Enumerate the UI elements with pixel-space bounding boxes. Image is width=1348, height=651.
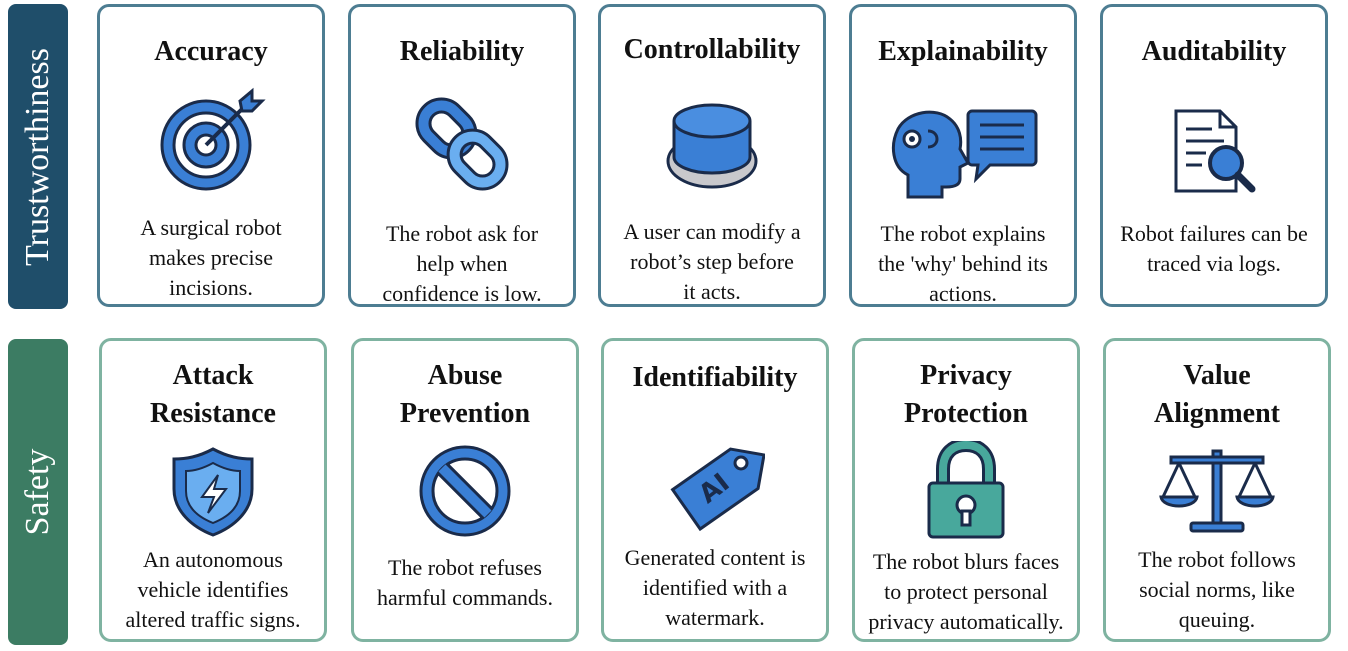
card-title: Reliability xyxy=(399,36,525,67)
card-identifiability: Identifiability AI Generated content is i… xyxy=(601,338,829,642)
head-speech-bubble-icon xyxy=(891,109,1038,199)
prohibited-icon xyxy=(419,445,511,537)
card-privacy-protection: Privacy Protection The robot blurs faces t… xyxy=(852,338,1080,642)
card-attack-resistance: Attack Resistance An autonomous vehicle id… xyxy=(99,338,327,642)
card-title: Attack Resistance xyxy=(150,360,276,429)
card-title: Accuracy xyxy=(154,36,268,67)
card-auditability: Auditability Robot failures can be traced… xyxy=(1100,4,1328,307)
card-title: Value Alignment xyxy=(1154,360,1280,429)
card-description: The robot blurs faces to protect personal… xyxy=(868,549,1064,634)
chain-link-icon xyxy=(415,97,509,191)
padlock-icon xyxy=(927,441,1005,539)
card-title: Abuse Prevention xyxy=(399,360,531,429)
safety-label-bar: Safety xyxy=(8,339,68,645)
push-button-icon xyxy=(666,103,758,189)
card-description: A user can modify a robot’s step before it… xyxy=(623,219,801,304)
card-description: A surgical robot makes precise incisions. xyxy=(140,215,282,300)
card-description: Robot failures can be traced via logs. xyxy=(1120,221,1308,276)
card-abuse-prevention: Abuse Prevention The robot refuses harmful… xyxy=(351,338,579,642)
card-description: The robot explains the 'why' behind its ac… xyxy=(878,221,1048,306)
ai-tag-icon: AI xyxy=(670,447,765,532)
card-description: Generated content is identified with a wat… xyxy=(624,545,806,630)
card-description: The robot follows social norms, like queui… xyxy=(1138,547,1296,632)
balance-scale-icon xyxy=(1159,449,1275,533)
safety-label: Safety xyxy=(19,448,56,536)
trustworthiness-label: Trustworthiness xyxy=(19,47,56,266)
document-magnifier-icon xyxy=(1174,109,1256,193)
card-explainability: Explainability The robot explains the 'wh… xyxy=(849,4,1077,307)
card-title: Privacy Protection xyxy=(904,360,1028,429)
card-description: The robot refuses harmful commands. xyxy=(377,555,553,610)
card-title: Auditability xyxy=(1141,36,1287,67)
card-description: The robot ask for help when confidence is … xyxy=(382,221,542,306)
trustworthiness-label-bar: Trustworthiness xyxy=(8,4,68,309)
card-title: Identifiability xyxy=(632,362,798,393)
card-description: An autonomous vehicle identifies altered t… xyxy=(125,547,301,632)
card-controllability: Controllability A user can modify a robot… xyxy=(598,4,826,307)
shield-bolt-icon xyxy=(172,447,254,537)
target-icon xyxy=(160,87,266,191)
card-title: Explainability xyxy=(878,36,1048,67)
card-value-alignment: Value Alignment The robot follows social n… xyxy=(1103,338,1331,642)
card-reliability: Reliability The robot ask for help when co… xyxy=(348,4,576,307)
card-title: Controllability xyxy=(623,34,801,65)
card-accuracy: Accuracy A surgical robot makes precise in… xyxy=(97,4,325,307)
